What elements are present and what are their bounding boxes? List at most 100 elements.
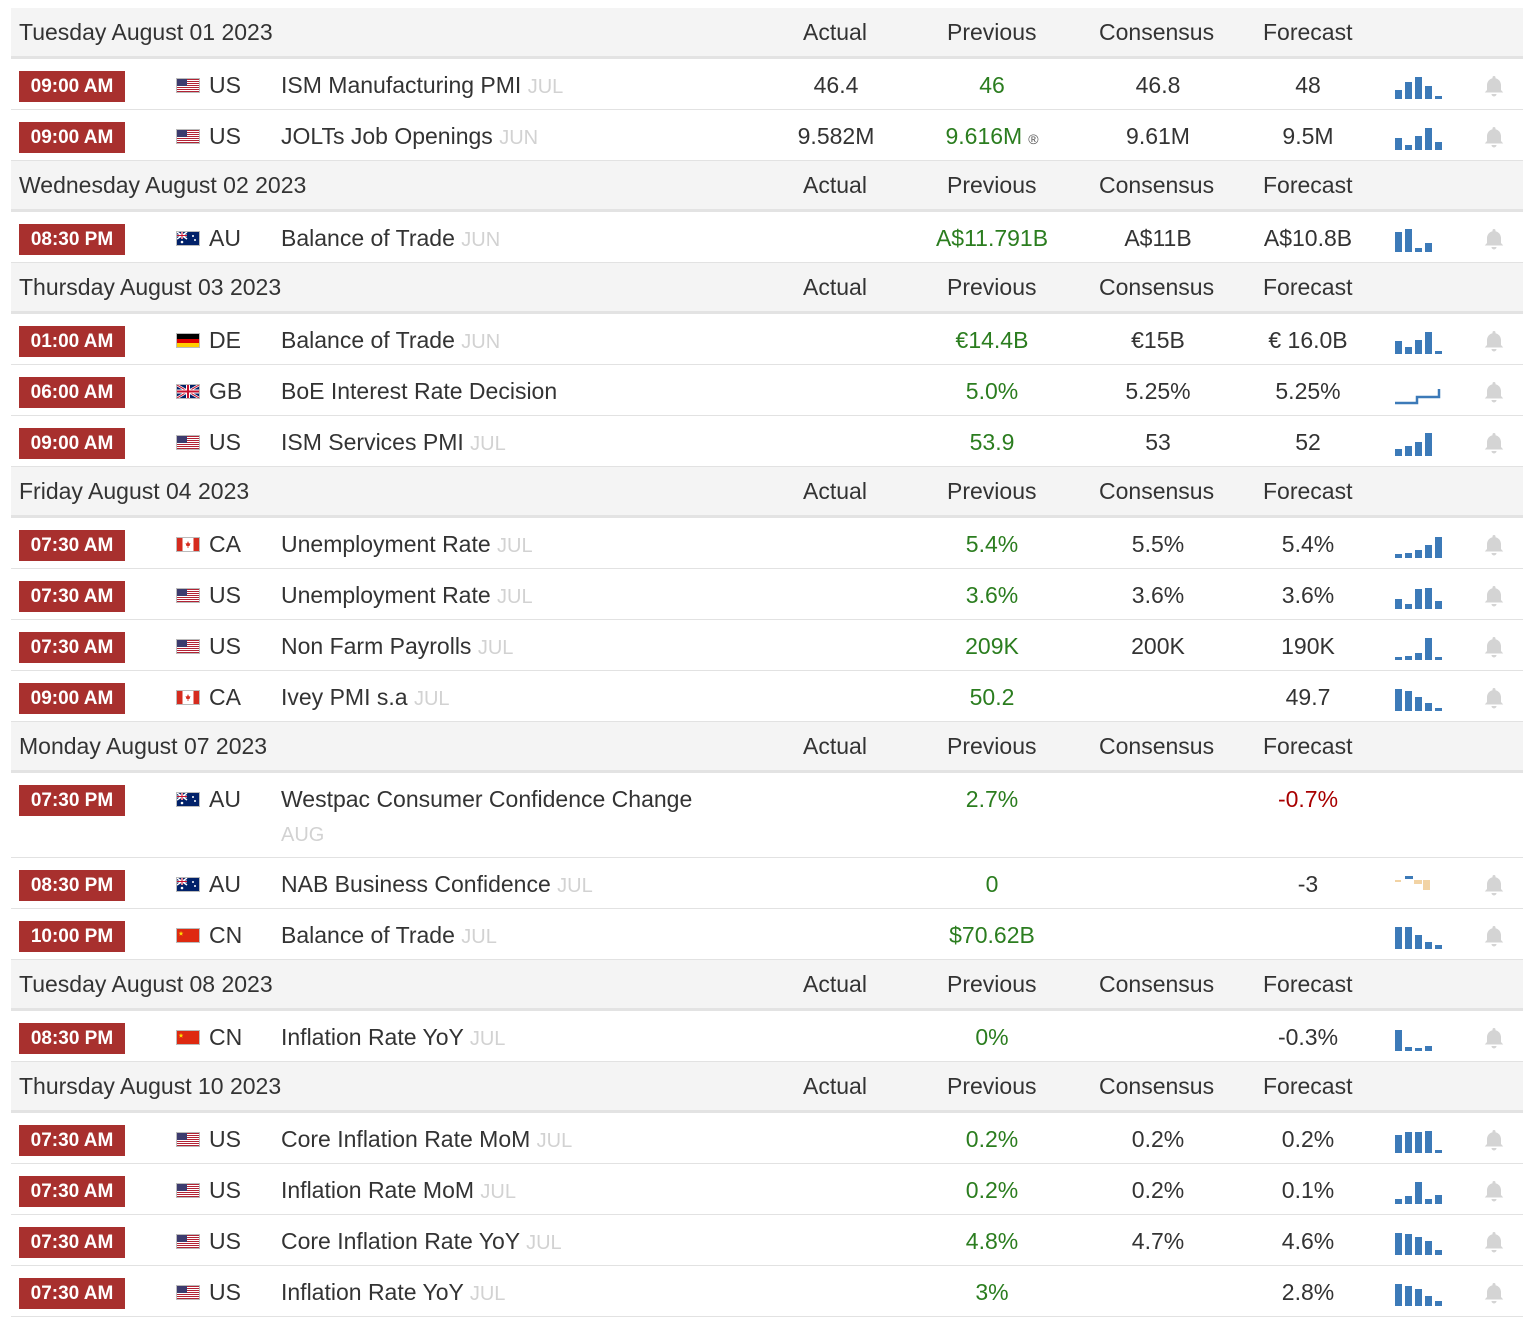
event-name[interactable]: NAB Business Confidence JUL: [281, 858, 781, 912]
event-row[interactable]: 07:30 AM US Inflation Rate YoY JUL 3% 2.8%: [11, 1266, 1523, 1317]
event-row[interactable]: 07:30 AM US Non Farm Payrolls JUL 209K 200K 1…: [11, 620, 1523, 671]
country-code[interactable]: GB: [209, 378, 243, 404]
event-row[interactable]: 07:30 AM US Core Inflation Rate MoM JUL 0.2…: [11, 1113, 1523, 1164]
country-code[interactable]: DE: [209, 327, 241, 353]
bell-icon[interactable]: [1481, 124, 1507, 150]
event-title[interactable]: Ivey PMI s.a: [281, 684, 408, 710]
bell-icon[interactable]: [1481, 1229, 1507, 1255]
event-name[interactable]: Balance of Trade JUN: [281, 212, 781, 266]
history-chart-icon[interactable]: [1393, 377, 1443, 407]
history-chart-icon[interactable]: [1393, 224, 1443, 254]
country-code[interactable]: CA: [209, 684, 241, 710]
bell-icon[interactable]: [1481, 226, 1507, 252]
event-row[interactable]: 07:30 AM US Core Inflation Rate YoY JUL 4.8…: [11, 1215, 1523, 1266]
event-title[interactable]: Unemployment Rate: [281, 531, 491, 557]
event-row[interactable]: 09:00 AM US ISM Services PMI JUL 53.9 53 52: [11, 416, 1523, 467]
event-title[interactable]: Inflation Rate MoM: [281, 1177, 475, 1203]
bell-icon[interactable]: [1481, 379, 1507, 405]
history-chart-icon[interactable]: [1393, 870, 1443, 900]
country-code[interactable]: US: [209, 429, 241, 455]
bell-icon[interactable]: [1481, 583, 1507, 609]
country-code[interactable]: CN: [209, 1024, 243, 1050]
event-title[interactable]: JOLTs Job Openings: [281, 123, 493, 149]
bell-icon[interactable]: [1481, 634, 1507, 660]
country-code[interactable]: US: [209, 1228, 241, 1254]
event-row[interactable]: 10:00 PM CN Balance of Trade JUL $70.62B: [11, 909, 1523, 960]
event-row[interactable]: 07:30 AM CA Unemployment Rate JUL 5.4% 5.5% 5…: [11, 518, 1523, 569]
event-title[interactable]: Balance of Trade: [281, 225, 455, 251]
country-code[interactable]: AU: [209, 225, 241, 251]
event-title[interactable]: Inflation Rate YoY: [281, 1279, 464, 1305]
event-row[interactable]: 09:00 AM US JOLTs Job Openings JUN 9.582M 9.…: [11, 110, 1523, 161]
bell-icon[interactable]: [1481, 1280, 1507, 1306]
event-title[interactable]: ISM Services PMI: [281, 429, 464, 455]
country-code[interactable]: US: [209, 582, 241, 608]
event-row[interactable]: 07:30 AM US Inflation Rate MoM JUL 0.2% 0.2%…: [11, 1164, 1523, 1215]
history-chart-icon[interactable]: [1393, 1125, 1443, 1155]
event-title[interactable]: Inflation Rate YoY: [281, 1024, 464, 1050]
event-title[interactable]: Unemployment Rate: [281, 582, 491, 608]
history-chart-icon[interactable]: [1393, 326, 1443, 356]
country-code[interactable]: AU: [209, 786, 241, 812]
event-title[interactable]: Core Inflation Rate MoM: [281, 1126, 531, 1152]
event-row[interactable]: 08:30 PM AU NAB Business Confidence JUL 0 -3: [11, 858, 1523, 909]
history-chart-icon[interactable]: [1393, 1278, 1443, 1308]
event-title[interactable]: Westpac Consumer Confidence Change: [281, 786, 693, 812]
bell-icon[interactable]: [1481, 923, 1507, 949]
event-name[interactable]: Core Inflation Rate MoM JUL: [281, 1113, 781, 1167]
event-name[interactable]: ISM Services PMI JUL: [281, 416, 781, 470]
history-chart-icon[interactable]: [1393, 71, 1443, 101]
event-name[interactable]: Unemployment Rate JUL: [281, 518, 781, 572]
history-chart-icon[interactable]: [1393, 1176, 1443, 1206]
event-name[interactable]: Inflation Rate MoM JUL: [281, 1164, 781, 1218]
event-row[interactable]: 07:30 AM US Unemployment Rate JUL 3.6% 3.6% 3…: [11, 569, 1523, 620]
country-code[interactable]: US: [209, 123, 241, 149]
event-name[interactable]: Balance of Trade JUN: [281, 314, 781, 368]
event-name[interactable]: Unemployment Rate JUL: [281, 569, 781, 623]
event-name[interactable]: Non Farm Payrolls JUL: [281, 620, 781, 674]
history-chart-icon[interactable]: [1393, 683, 1443, 713]
bell-icon[interactable]: [1481, 73, 1507, 99]
event-name[interactable]: Ivey PMI s.a JUL: [281, 671, 781, 725]
event-row[interactable]: 07:30 PM AU Westpac Consumer Confidence Ch…: [11, 773, 1523, 858]
history-chart-icon[interactable]: [1393, 921, 1443, 951]
bell-icon[interactable]: [1481, 1178, 1507, 1204]
event-title[interactable]: BoE Interest Rate Decision: [281, 378, 558, 404]
history-chart-icon[interactable]: [1393, 632, 1443, 662]
bell-icon[interactable]: [1481, 685, 1507, 711]
event-name[interactable]: Westpac Consumer Confidence Change AUG: [281, 782, 781, 852]
event-name[interactable]: JOLTs Job Openings JUN: [281, 110, 781, 164]
country-code[interactable]: CN: [209, 922, 243, 948]
event-name[interactable]: BoE Interest Rate Decision: [281, 365, 781, 417]
history-chart-icon[interactable]: [1393, 1227, 1443, 1257]
event-row[interactable]: 08:30 PM AU Balance of Trade JUN A$11.791B A…: [11, 212, 1523, 263]
event-name[interactable]: Inflation Rate YoY JUL: [281, 1011, 781, 1065]
event-title[interactable]: Core Inflation Rate YoY: [281, 1228, 520, 1254]
history-chart-icon[interactable]: [1393, 581, 1443, 611]
country-code[interactable]: AU: [209, 871, 241, 897]
history-chart-icon[interactable]: [1393, 1023, 1443, 1053]
bell-icon[interactable]: [1481, 430, 1507, 456]
country-code[interactable]: US: [209, 633, 241, 659]
country-code[interactable]: CA: [209, 531, 241, 557]
country-code[interactable]: US: [209, 1279, 241, 1305]
history-chart-icon[interactable]: [1393, 428, 1443, 458]
event-row[interactable]: 09:00 AM CA Ivey PMI s.a JUL 50.2 49.7: [11, 671, 1523, 722]
country-code[interactable]: US: [209, 72, 241, 98]
country-code[interactable]: US: [209, 1126, 241, 1152]
bell-icon[interactable]: [1481, 328, 1507, 354]
event-name[interactable]: Balance of Trade JUL: [281, 909, 781, 963]
event-name[interactable]: Inflation Rate YoY JUL: [281, 1266, 781, 1320]
event-name[interactable]: Core Inflation Rate YoY JUL: [281, 1215, 781, 1269]
event-row[interactable]: 06:00 AM GB BoE Interest Rate Decision 5.0%…: [11, 365, 1523, 416]
event-row[interactable]: 09:00 AM US ISM Manufacturing PMI JUL 46.4 4…: [11, 59, 1523, 110]
event-row[interactable]: 01:00 AM DE Balance of Trade JUN €14.4B €15B…: [11, 314, 1523, 365]
country-code[interactable]: US: [209, 1177, 241, 1203]
event-title[interactable]: Balance of Trade: [281, 922, 455, 948]
history-chart-icon[interactable]: [1393, 122, 1443, 152]
bell-icon[interactable]: [1481, 872, 1507, 898]
event-row[interactable]: 08:30 PM CN Inflation Rate YoY JUL 0% -0.3%: [11, 1011, 1523, 1062]
event-title[interactable]: Balance of Trade: [281, 327, 455, 353]
bell-icon[interactable]: [1481, 1025, 1507, 1051]
event-title[interactable]: ISM Manufacturing PMI: [281, 72, 522, 98]
